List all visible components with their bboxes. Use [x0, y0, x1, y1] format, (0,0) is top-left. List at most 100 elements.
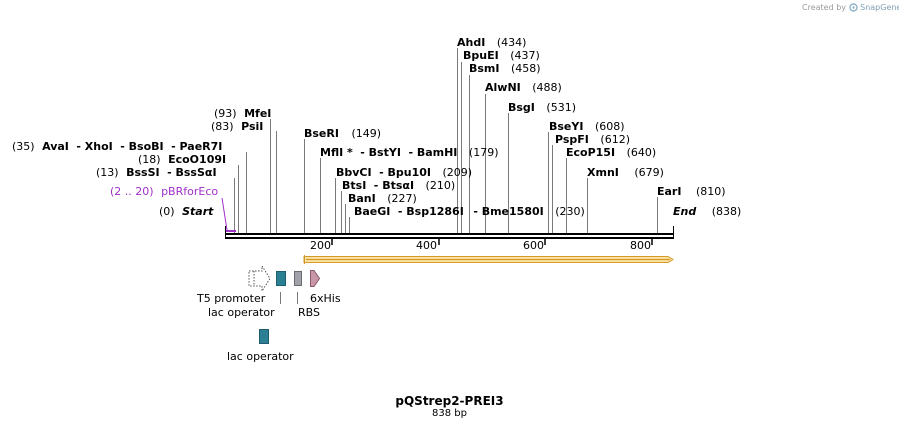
ruler-label-600: 600: [523, 239, 544, 252]
site-bsssi-name-1: BssSI: [126, 166, 160, 179]
start-label[interactable]: (0) Start: [159, 206, 213, 217]
site-xmni-name: XmnI: [587, 166, 619, 179]
his-tag-arrow[interactable]: [310, 270, 321, 287]
rbs-box[interactable]: [294, 271, 302, 286]
site-alwni-pos: (488): [532, 81, 562, 94]
snapgene-logo-icon: [848, 3, 858, 14]
site-bani[interactable]: BanI (227): [348, 193, 417, 204]
site-mfli-group[interactable]: MflI * - BstYI - BamHI (179): [320, 147, 499, 158]
site-xmni[interactable]: XmnI (679): [587, 167, 664, 178]
site-bbvci-name-1: BbvCI: [336, 166, 372, 179]
site-bseri-pos: (149): [351, 127, 382, 140]
site-psii[interactable]: (83) PsiI: [211, 121, 263, 132]
site-ahdi-name: AhdI: [457, 36, 486, 49]
site-bsmi-pos: (458): [511, 62, 541, 75]
feature-label-lac-operator-2[interactable]: lac operator: [227, 350, 294, 363]
end-name: End: [673, 205, 697, 218]
t5-promoter-arrow[interactable]: [248, 264, 271, 293]
primer-label[interactable]: (2 .. 20) pBRforEco: [110, 186, 218, 197]
site-eari-name: EarI: [657, 185, 682, 198]
site-eco109-name: EcoO109I: [168, 153, 227, 166]
primer-range: (2 .. 20): [110, 185, 154, 198]
site-bbvci-name-2: - Bpu10I: [379, 166, 431, 179]
site-bpuei-name: BpuEI: [463, 49, 499, 62]
site-mfei-name: MfeI: [244, 107, 272, 120]
site-bsgi[interactable]: BsgI (531): [508, 102, 576, 113]
feature-label-6xhis[interactable]: 6xHis: [310, 292, 341, 305]
feature-label-t5-promoter[interactable]: T5 promoter: [197, 292, 266, 305]
ruler-label-800: 800: [630, 239, 651, 252]
created-by-credit: Created by SnapGene: [802, 3, 899, 14]
site-bseyi-pos: (608): [594, 120, 625, 133]
lac-operator-box-2[interactable]: [259, 329, 269, 344]
site-bani-name: BanI: [348, 192, 376, 205]
dna-backbone-top: [225, 233, 674, 235]
ruler-label-200: 200: [310, 239, 331, 252]
site-pspfi-pos: (612): [600, 133, 630, 146]
site-bsgi-pos: (531): [546, 101, 576, 114]
site-ahdi[interactable]: AhdI (434): [457, 37, 526, 48]
site-ava-name-4: - PaeR7I: [171, 140, 223, 153]
site-baegi-pos: (230): [555, 205, 585, 218]
site-pspfi[interactable]: PspFI (612): [555, 134, 630, 145]
site-pspfi-name: PspFI: [555, 133, 589, 146]
feature-label-lac-operator-1[interactable]: lac operator: [208, 306, 275, 319]
site-mfli-pos: (179): [468, 146, 499, 159]
site-mfei-pos: (93): [214, 107, 237, 120]
ruler-label-400: 400: [416, 239, 437, 252]
feature-label-rbs[interactable]: RBS: [298, 306, 320, 319]
start-name: Start: [182, 205, 214, 218]
site-bpuei[interactable]: BpuEI (437): [463, 50, 540, 61]
site-bbvci-pos: (209): [442, 166, 473, 179]
site-bpuei-pos: (437): [510, 49, 540, 62]
lac-operator-box-1[interactable]: [276, 271, 286, 286]
site-mfei[interactable]: (93) MfeI: [214, 108, 271, 119]
site-baegi-group[interactable]: BaeGI - Bsp1286I - Bme1580I (230): [354, 206, 585, 217]
site-eari-pos: (810): [695, 185, 726, 198]
site-eco109[interactable]: (18) EcoO109I: [138, 154, 226, 165]
site-ecop15i-pos: (640): [626, 146, 657, 159]
site-ava-pos: (35): [12, 140, 35, 153]
site-alwni[interactable]: AlwNI (488): [485, 82, 562, 93]
site-leader-lines: [234, 48, 658, 233]
site-ecop15i-name: EcoP15I: [566, 146, 616, 159]
site-bsssi-group[interactable]: (13) BssSI - BssSαI: [96, 167, 217, 178]
primer-leader: [221, 197, 228, 231]
site-bsssi-name-2: - BssSαI: [167, 166, 217, 179]
site-xmni-pos: (679): [634, 166, 664, 179]
site-mfli-name-3: - BamHI: [408, 146, 458, 159]
ruler-ticks: [331, 239, 653, 245]
site-mfli-name-1: MflI *: [320, 146, 353, 159]
site-ava-group[interactable]: (35) AvaI - XhoI - BsoBI - PaeR7I: [12, 141, 222, 152]
site-baegi-name-1: BaeGI: [354, 205, 391, 218]
site-bsssi-pos: (13): [96, 166, 119, 179]
site-bseri[interactable]: BseRI (149): [304, 128, 381, 139]
end-label[interactable]: End (838): [673, 206, 741, 217]
site-bsmi-name: BsmI: [469, 62, 500, 75]
site-ava-name-2: - XhoI: [76, 140, 113, 153]
start-pos: (0): [159, 205, 175, 218]
site-ava-name-3: - BsoBI: [120, 140, 164, 153]
site-bbvci-group[interactable]: BbvCI - Bpu10I (209): [336, 167, 472, 178]
site-alwni-name: AlwNI: [485, 81, 521, 94]
map-title: pQStrep2-PREI3: [395, 394, 504, 408]
site-ahdi-pos: (434): [496, 36, 527, 49]
site-bseyi-name: BseYI: [549, 120, 584, 133]
site-btsi-pos: (210): [425, 179, 456, 192]
site-bsgi-name: BsgI: [508, 101, 535, 114]
site-eari[interactable]: EarI (810): [657, 186, 726, 197]
site-bseri-name: BseRI: [304, 127, 339, 140]
site-bseyi[interactable]: BseYI (608): [549, 121, 625, 132]
site-baegi-name-3: - Bme1580I: [473, 205, 544, 218]
dna-backbone-bottom: [225, 237, 674, 239]
site-btsi-group[interactable]: BtsI - BtsαI (210): [342, 180, 455, 191]
end-pos: (838): [711, 205, 742, 218]
site-ava-name-1: AvaI: [42, 140, 69, 153]
site-btsi-name-2: - BtsαI: [373, 179, 415, 192]
site-ecop15i[interactable]: EcoP15I (640): [566, 147, 656, 158]
map-length: 838 bp: [432, 408, 467, 419]
site-psii-pos: (83): [211, 120, 234, 133]
site-bani-pos: (227): [387, 192, 417, 205]
site-bsmi[interactable]: BsmI (458): [469, 63, 541, 74]
